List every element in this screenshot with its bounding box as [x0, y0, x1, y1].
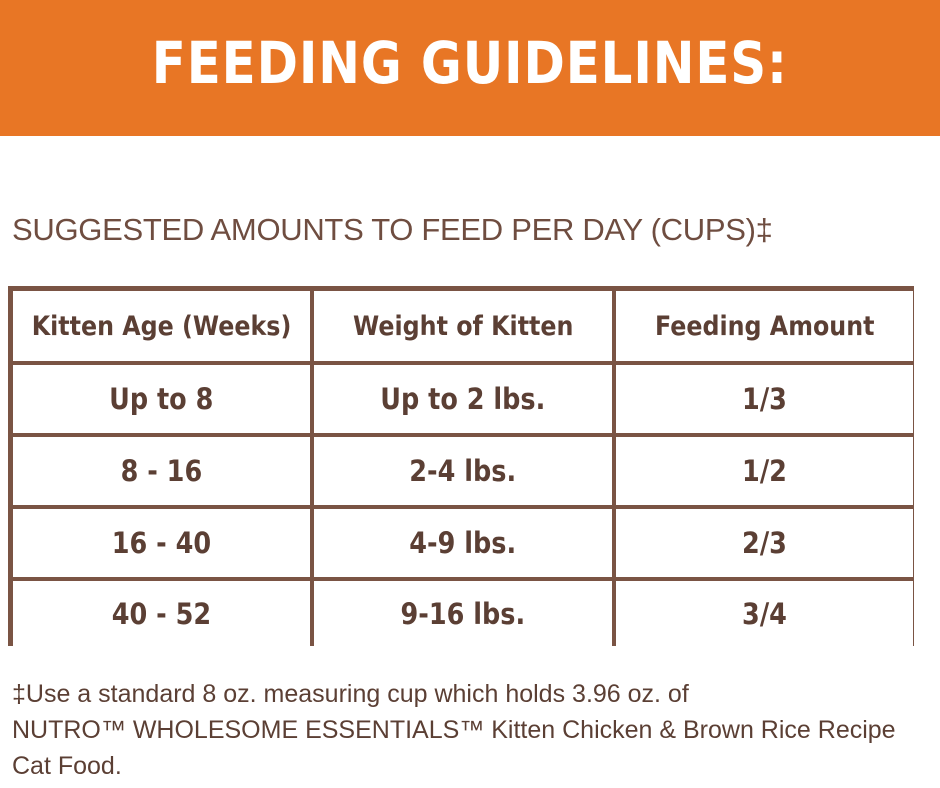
footnote-line: NUTRO™ WHOLESOME ESSENTIALS™ Kitten Chic… — [12, 716, 896, 744]
table-cell-amount: 3/4 — [616, 581, 913, 647]
table-cell-weight: 2-4 lbs. — [314, 437, 612, 505]
table-cell-weight: Up to 2 lbs. — [314, 365, 612, 433]
column-header-amount: Feeding Amount — [616, 291, 913, 361]
column-header-age: Kitten Age (Weeks) — [13, 291, 310, 361]
table-cell-age: 16 - 40 — [13, 509, 310, 577]
column-header-weight: Weight of Kitten — [314, 291, 612, 361]
table-cell-amount: 1/2 — [616, 437, 913, 505]
table-cell-amount: 2/3 — [616, 509, 913, 577]
table-cell-age: 40 - 52 — [13, 581, 310, 647]
table-cell-age: Up to 8 — [13, 365, 310, 433]
table-cell-weight: 9-16 lbs. — [314, 581, 612, 647]
table-cell-amount: 1/3 — [616, 365, 913, 433]
table-cell-weight: 4-9 lbs. — [314, 509, 612, 577]
header-banner: FEEDING GUIDELINES: — [0, 0, 940, 136]
footnote: ‡Use a standard 8 oz. measuring cup whic… — [12, 676, 932, 784]
table-subtitle: SUGGESTED AMOUNTS TO FEED PER DAY (CUPS)… — [12, 212, 773, 247]
page-title: FEEDING GUIDELINES: — [151, 29, 789, 97]
footnote-line: Cat Food. — [12, 752, 122, 780]
feeding-table: Kitten Age (Weeks) Weight of Kitten Feed… — [8, 286, 914, 647]
table-cell-age: 8 - 16 — [13, 437, 310, 505]
footnote-line: ‡Use a standard 8 oz. measuring cup whic… — [12, 680, 689, 708]
